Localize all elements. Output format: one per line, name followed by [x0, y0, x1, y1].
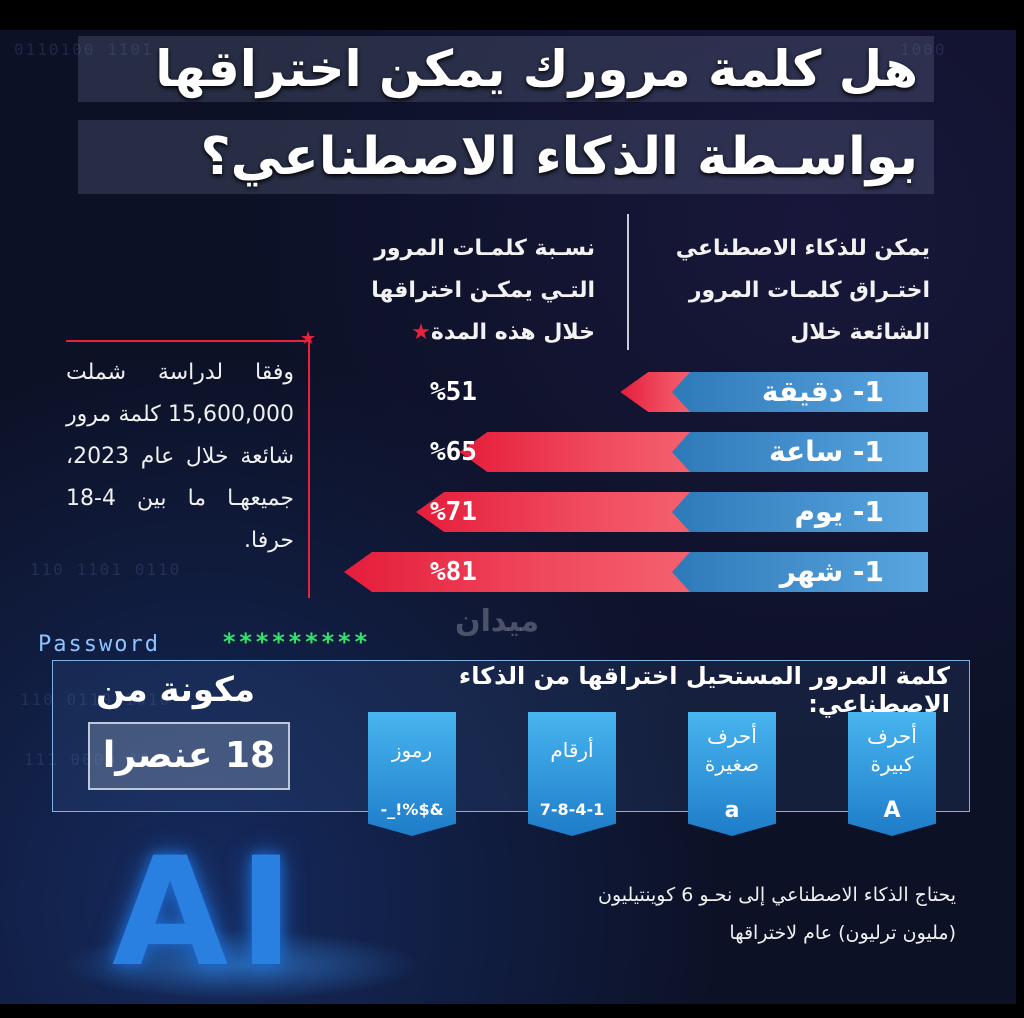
header-percent-cracked: نسـبة كلمـات المرور التـي يمكـن اختراقها… — [320, 228, 595, 354]
study-star-icon: ★ — [300, 328, 317, 349]
bar-blue-segment — [671, 432, 928, 472]
bar-red-segment — [416, 492, 692, 532]
impossible-password-panel — [52, 660, 970, 812]
password-mask: ********* — [222, 628, 371, 656]
bar-label: 1- ساعة — [768, 435, 884, 468]
title-line-1: هل كلمة مرورك يمكن اختراقها — [78, 36, 934, 102]
bar-label: 1- شهر — [779, 555, 884, 588]
bar-row: %81 1- شهر — [344, 552, 928, 592]
card-lowercase: أحرف صغيرة a — [688, 712, 776, 836]
card-label: أرقام — [550, 738, 594, 762]
card-example: -_!%$& — [380, 800, 444, 819]
bar-blue-segment — [671, 372, 928, 412]
composed-of-label: مكونة من — [96, 670, 256, 710]
bar-label: 1- دقيقة — [761, 375, 884, 408]
card-label: أحرف صغيرة — [704, 724, 760, 776]
header-percent-text: نسـبة كلمـات المرور التـي يمكـن اختراقها… — [371, 236, 595, 345]
header-divider — [627, 214, 629, 350]
study-note: وفقا لدراسة شملت 15,600,000 كلمة مرور شا… — [66, 360, 294, 553]
card-example: a — [724, 798, 740, 823]
bar-percent: %71 — [429, 497, 477, 527]
bar-row: %51 1- دقيقة — [430, 372, 928, 412]
password-label: Password — [38, 632, 160, 657]
study-bracket-top — [66, 340, 310, 342]
bar-blue-segment — [671, 492, 928, 532]
star-icon: ★ — [411, 320, 431, 345]
binary-decoration: 110 1101 0110 — [30, 560, 182, 579]
bar-label: 1- يوم — [794, 495, 884, 528]
bar-percent: %51 — [430, 377, 477, 407]
top-black-bar — [0, 0, 1024, 30]
bar-row: %71 1- يوم — [416, 492, 928, 532]
header-time-to-crack: يمكن للذكاء الاصطناعي اختـراق كلمـات الم… — [675, 236, 930, 345]
card-label: أحرف كبيرة — [867, 724, 917, 776]
bar-percent: %81 — [430, 557, 477, 587]
card-digits: أرقام 7-8-4-1 — [528, 712, 616, 836]
bar-percent: %65 — [430, 437, 477, 467]
study-bracket-side — [308, 340, 310, 598]
ai-glow — [60, 930, 420, 1000]
bar-red-segment — [344, 552, 692, 592]
binary-decoration: 111 0000 1101 — [24, 750, 176, 769]
card-uppercase: أحرف كبيرة A — [848, 712, 936, 836]
watermark-logo: ميدان — [455, 604, 540, 639]
bar-red-segment — [459, 432, 692, 472]
impossible-password-title: كلمة المرور المستحيل اختراقها من الذكاء … — [458, 662, 950, 718]
element-count-box: 18 عنصرا — [88, 722, 290, 790]
title-line-2: بواسـطة الذكاء الاصطناعي؟ — [78, 120, 934, 194]
binary-decoration: 0110100 1101 — [14, 40, 154, 59]
binary-decoration: 110 0110 1010 — [20, 690, 172, 709]
bottom-black-bar — [0, 1004, 1024, 1018]
bar-blue-segment — [672, 552, 928, 592]
card-example: 7-8-4-1 — [539, 800, 605, 819]
right-black-edge — [1016, 30, 1024, 1018]
card-symbols: رموز -_!%$& — [368, 712, 456, 836]
card-label: رموز — [391, 738, 433, 762]
bar-row: %65 1- ساعة — [430, 432, 928, 472]
footer-note: يحتاج الذكاء الاصطناعي إلى نحـو 6 كوينتي… — [598, 884, 956, 944]
card-example: A — [883, 798, 901, 823]
binary-decoration: 1000 — [900, 40, 947, 59]
ai-logo: AI — [112, 826, 304, 1000]
